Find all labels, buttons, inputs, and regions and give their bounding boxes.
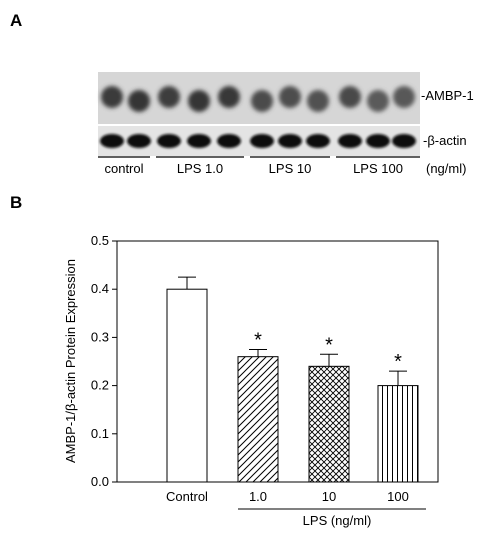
ambp1-band: [367, 90, 389, 112]
y-tick-label: 0.4: [91, 281, 109, 296]
beta-actin-band: [100, 134, 124, 148]
significance-marker: *: [325, 334, 333, 356]
group-label-lps1: LPS 1.0: [177, 161, 223, 176]
y-tick-label: 0.0: [91, 474, 109, 489]
y-axis-label: AMBP-1/β-actin Protein Expression: [63, 259, 78, 463]
ambp1-band: [307, 90, 329, 112]
beta-actin-band-row: [100, 134, 416, 148]
y-tick-label: 0.3: [91, 329, 109, 344]
beta-actin-band: [338, 134, 362, 148]
beta-actin-band: [127, 134, 151, 148]
bar: [166, 288, 208, 483]
group-label-lps10: LPS 10: [269, 161, 312, 176]
beta-actin-label: -β-actin: [423, 133, 467, 148]
ambp1-label: -AMBP-1: [421, 88, 474, 103]
beta-actin-band: [366, 134, 390, 148]
ambp1-band: [101, 86, 123, 108]
y-axis-ticks: 0.0 0.1 0.2 0.3 0.4 0.5: [91, 233, 117, 489]
beta-actin-band: [306, 134, 330, 148]
ambp1-band: [128, 90, 150, 112]
significance-marker: *: [254, 329, 262, 351]
ambp1-band: [339, 86, 361, 108]
ambp1-band: [188, 90, 210, 112]
lps-group-label: LPS (ng/ml): [303, 513, 372, 528]
y-tick-label: 0.2: [91, 378, 109, 393]
bar: [237, 356, 279, 483]
ambp1-band: [393, 86, 415, 108]
x-tick-label: 10: [322, 489, 336, 504]
y-tick-label: 0.1: [91, 426, 109, 441]
ambp1-band: [251, 90, 273, 112]
beta-actin-band: [217, 134, 241, 148]
y-tick-label: 0.5: [91, 233, 109, 248]
beta-actin-band: [250, 134, 274, 148]
beta-actin-band: [392, 134, 416, 148]
significance-marker: *: [394, 351, 402, 373]
bars: * * *: [166, 276, 419, 483]
beta-actin-band: [278, 134, 302, 148]
bar: [308, 365, 350, 483]
ambp1-band: [218, 86, 240, 108]
x-tick-label: 100: [387, 489, 409, 504]
x-tick-label: 1.0: [249, 489, 267, 504]
beta-actin-band: [157, 134, 181, 148]
x-tick-label: Control: [166, 489, 208, 504]
panel-a-label: A: [10, 11, 22, 30]
bar: [377, 385, 419, 483]
plot-frame: [116, 240, 439, 483]
bar-chart: 0.0 0.1 0.2 0.3 0.4 0.5 * * * Control 1.0 10 100 L…: [63, 233, 439, 528]
group-label-control: control: [104, 161, 143, 176]
unit-label: (ng/ml): [426, 161, 466, 176]
x-axis-labels: Control 1.0 10 100: [166, 489, 409, 504]
beta-actin-band: [187, 134, 211, 148]
panel-b-label: B: [10, 193, 22, 212]
ambp1-band-row: [101, 86, 415, 112]
group-label-lps100: LPS 100: [353, 161, 403, 176]
ambp1-band: [279, 86, 301, 108]
ambp1-band: [158, 86, 180, 108]
